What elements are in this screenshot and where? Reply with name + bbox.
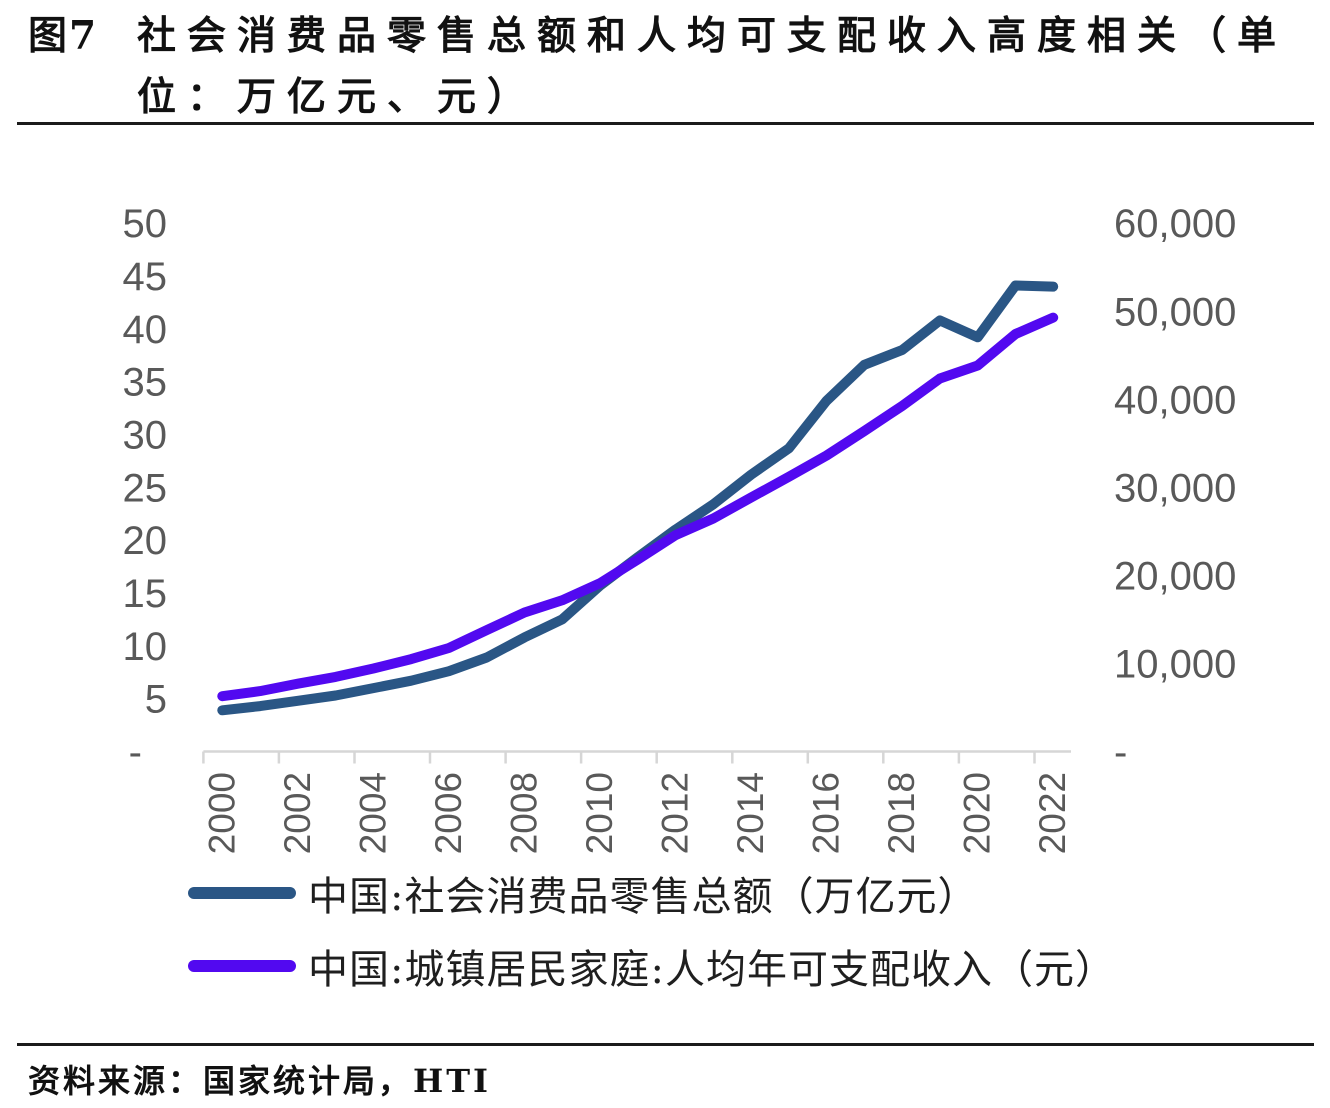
y-axis-left-label: 15	[123, 572, 168, 616]
y-axis-left-label: 20	[123, 519, 168, 563]
source-divider	[17, 1043, 1314, 1046]
y-axis-right-label: -	[1114, 731, 1127, 775]
x-axis-label: 2000	[201, 772, 242, 854]
figure-title-line1: 社会消费品零售总额和人均可支配收入高度相关（单	[137, 13, 1288, 59]
title-divider	[17, 122, 1314, 125]
legend-swatch-income-line	[188, 960, 296, 972]
y-axis-left-label: 35	[123, 361, 168, 405]
x-axis-label: 2004	[352, 772, 393, 854]
x-axis-label: 2020	[957, 772, 998, 854]
y-axis-left-label: -	[129, 731, 142, 775]
series-line-income	[217, 312, 1059, 702]
y-axis-left-label: 5	[145, 678, 167, 722]
x-axis-label: 2012	[655, 772, 696, 854]
legend-label-retail: 中国:社会消费品零售总额（万亿元）	[308, 874, 979, 920]
legend-item-income: 中国:城镇居民家庭:人均年可支配收入（元）	[188, 943, 1116, 993]
chart-legend: 中国:社会消费品零售总额（万亿元） 中国:城镇居民家庭:人均年可支配收入（元）	[188, 870, 1116, 1016]
y-axis-left-label: 50	[123, 202, 168, 246]
y-axis-left-label: 40	[123, 308, 168, 352]
y-axis-right-label: 60,000	[1114, 202, 1236, 246]
x-axis-label: 2002	[277, 772, 318, 854]
source-line: 资料来源：国家统计局，HTI	[28, 1062, 492, 1100]
x-axis-label: 2022	[1032, 772, 1073, 854]
series-line-retail	[217, 280, 1059, 716]
figure-title-line2: 位：万亿元、元）	[137, 74, 538, 120]
legend-swatch-retail-line	[188, 887, 296, 899]
legend-item-retail: 中国:社会消费品零售总额（万亿元）	[188, 870, 1116, 920]
y-axis-right-label: 30,000	[1114, 466, 1236, 510]
y-axis-left-label: 25	[123, 466, 168, 510]
x-axis-label: 2010	[579, 772, 620, 854]
x-axis-label: 2016	[806, 772, 847, 854]
x-axis-label: 2018	[881, 772, 922, 854]
y-axis-right-label: 20,000	[1114, 554, 1236, 598]
line-chart: 2000 2002 2004 2006 2008 2010 2012 2014 2016 2018…	[123, 202, 1237, 854]
legend-label-income: 中国:城镇居民家庭:人均年可支配收入（元）	[308, 947, 1116, 993]
y-axis-left-label: 45	[123, 255, 168, 299]
y-axis-left-label: 30	[123, 414, 168, 458]
y-axis-left-label: 10	[123, 625, 168, 669]
figure-number: 图7	[28, 13, 99, 59]
y-axis-right-label: 50,000	[1114, 290, 1236, 334]
figure-title-block: 图7 社会消费品零售总额和人均可支配收入高度相关（单 位：万亿元、元）	[28, 6, 1310, 128]
y-axis-right-label: 10,000	[1114, 643, 1236, 687]
figure-title: 社会消费品零售总额和人均可支配收入高度相关（单 位：万亿元、元）	[137, 6, 1287, 128]
x-axis-label: 2006	[428, 772, 469, 854]
x-axis-label: 2008	[504, 772, 545, 854]
y-axis-right-label: 40,000	[1114, 378, 1236, 422]
x-axis-label: 2014	[730, 772, 771, 854]
